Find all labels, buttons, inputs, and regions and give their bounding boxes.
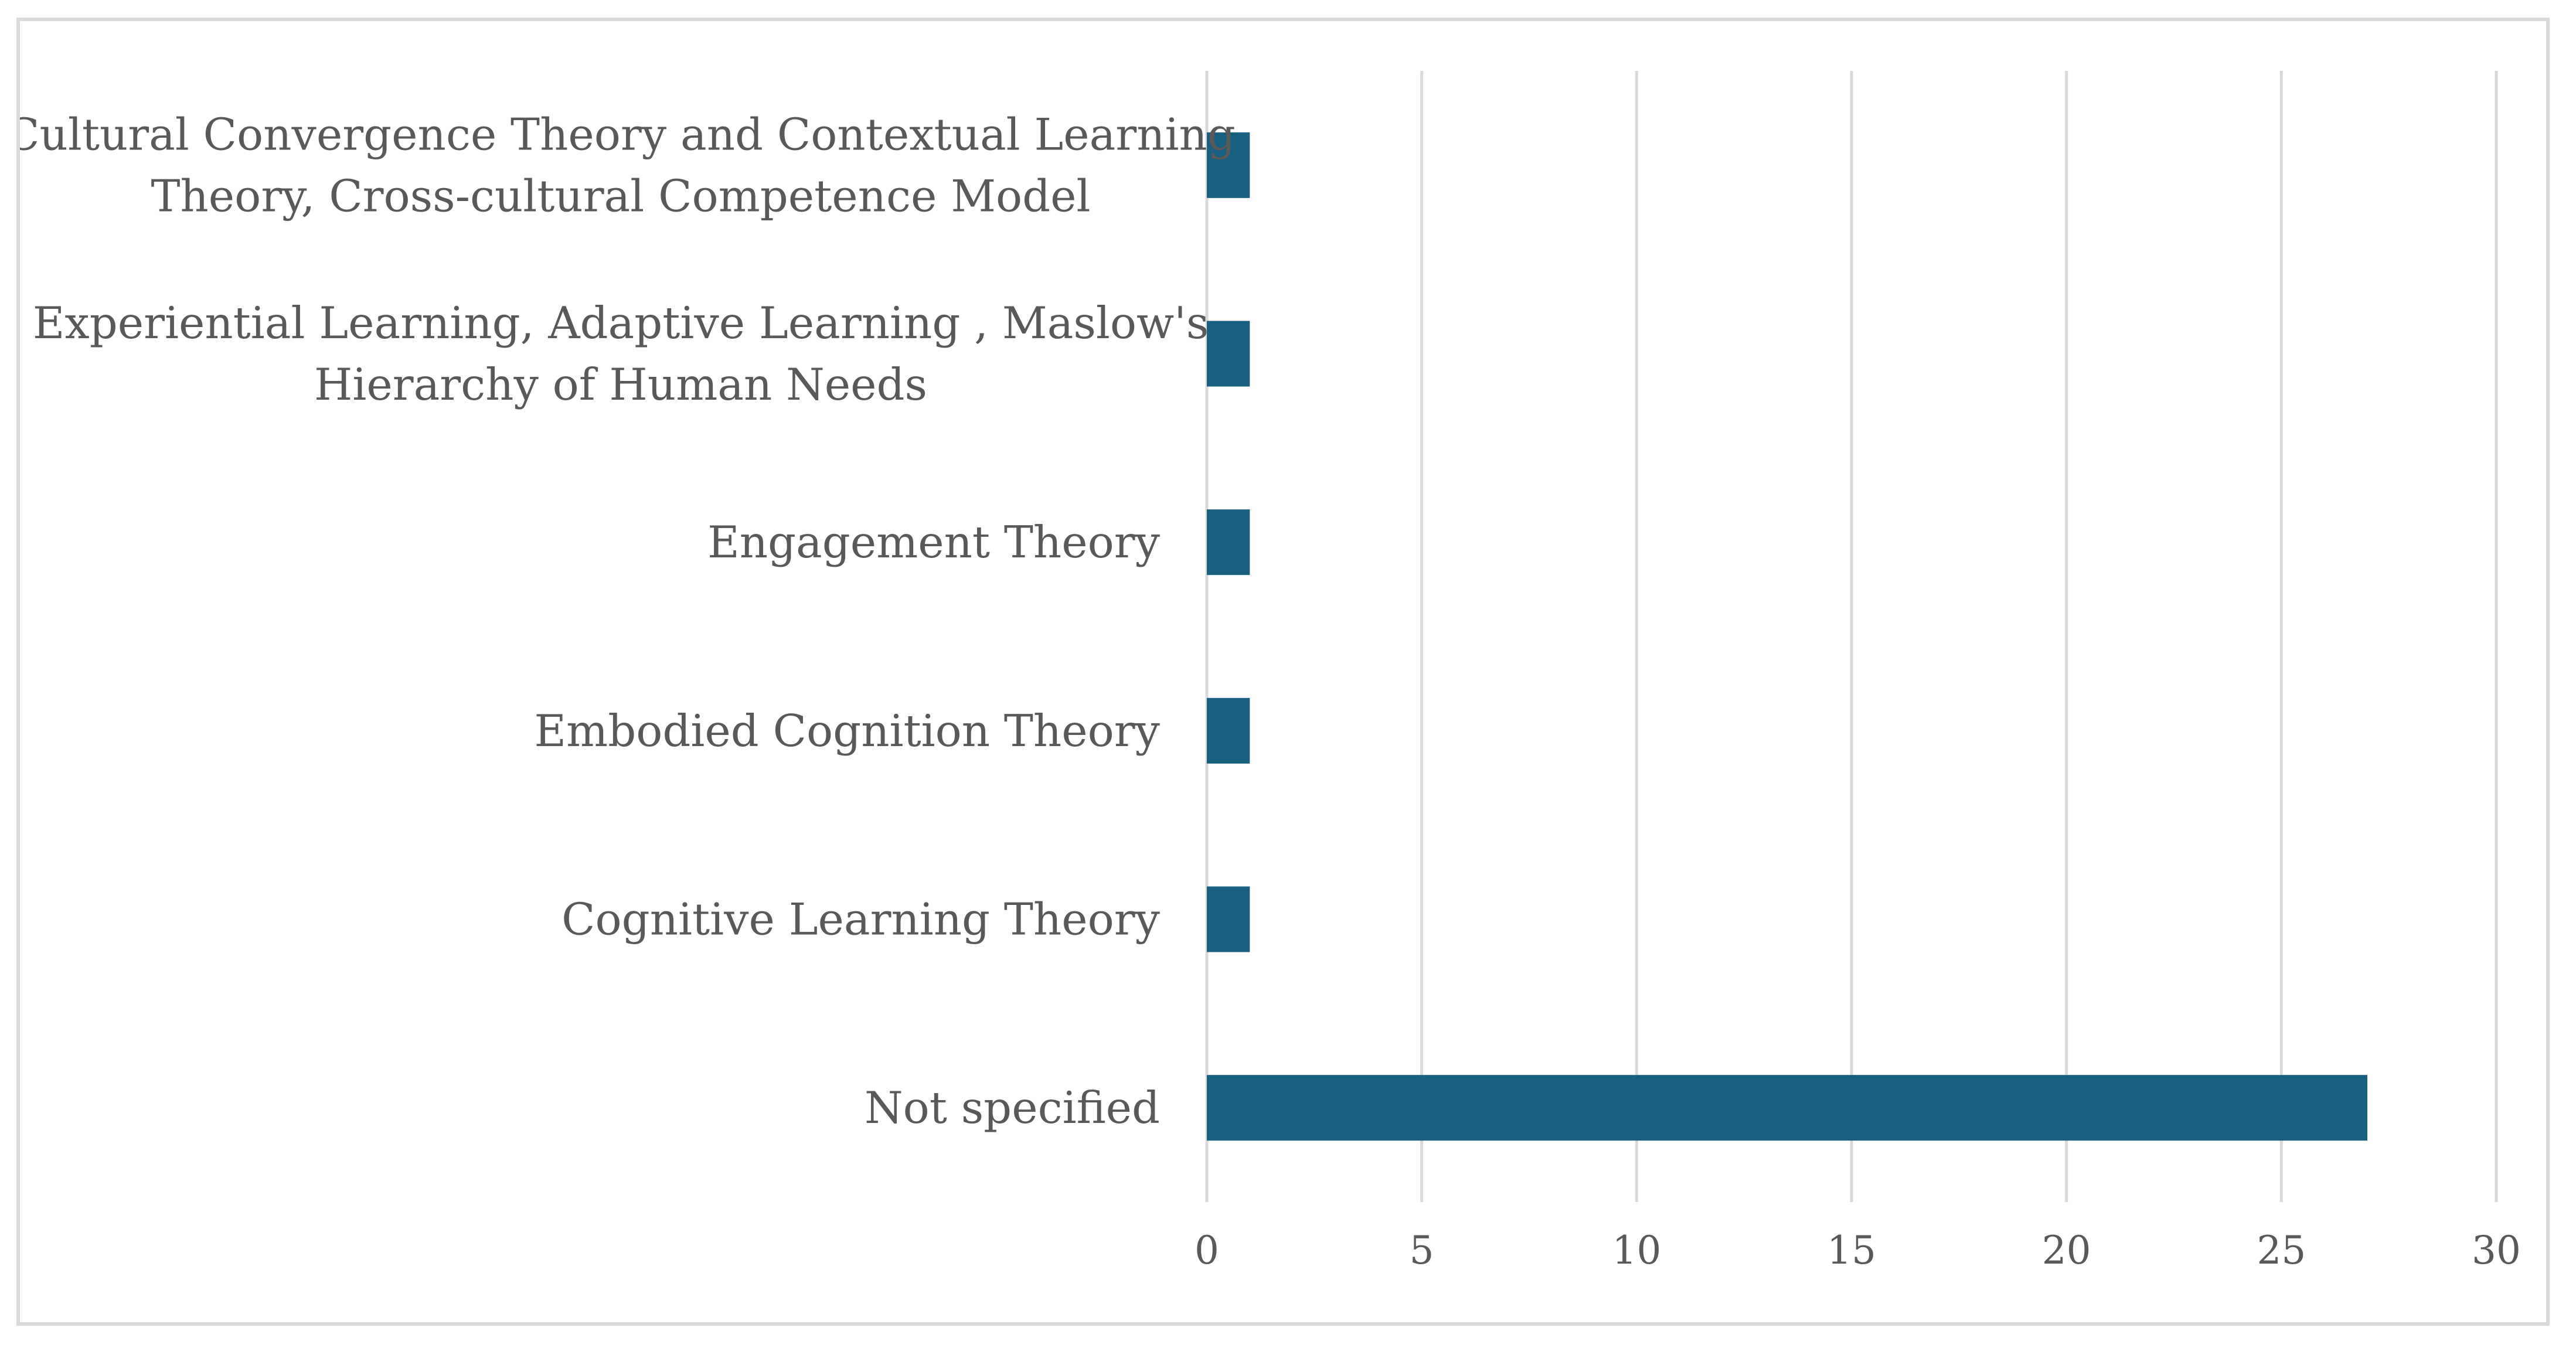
- bar: [1207, 132, 1250, 198]
- category-labels: Not specified Cognitive Learning Theory Em…: [20, 108, 1236, 1133]
- category-label: Engagement Theory: [707, 516, 1161, 568]
- category-label: Embodied Cognition Theory: [534, 705, 1160, 757]
- bar: [1207, 886, 1250, 952]
- grid-lines: [1205, 71, 2498, 1202]
- chart-frame: 0 5 10 15 20 25 30 Not specified Cognitive Lear…: [16, 18, 2550, 1326]
- x-tick-label: 5: [1410, 1228, 1434, 1273]
- category-label: Cognitive Learning Theory: [562, 894, 1160, 945]
- bar: [1207, 321, 1250, 387]
- bar: [1207, 1075, 2367, 1141]
- bar-chart: 0 5 10 15 20 25 30 Not specified Cognitive Lear…: [20, 71, 2521, 1273]
- x-tick-label: 15: [1827, 1228, 1876, 1273]
- category-label: Experiential Learning, Adaptive Learning…: [33, 297, 1209, 410]
- bar: [1207, 509, 1250, 576]
- category-label: Cultural Convergence Theory and Contextu…: [20, 108, 1236, 222]
- category-label: Not specified: [865, 1082, 1160, 1133]
- x-tick-label: 20: [2042, 1228, 2091, 1273]
- value-axis-labels: 0 5 10 15 20 25 30: [1195, 1228, 2521, 1273]
- x-tick-label: 0: [1195, 1228, 1219, 1273]
- x-tick-label: 30: [2472, 1228, 2521, 1273]
- bar: [1207, 697, 1250, 764]
- bars: [1207, 132, 2367, 1141]
- x-tick-label: 25: [2257, 1228, 2306, 1273]
- x-tick-label: 10: [1612, 1228, 1661, 1273]
